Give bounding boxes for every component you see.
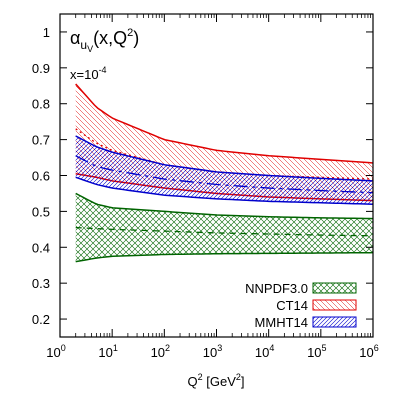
series-bands bbox=[75, 83, 373, 263]
title-args: (x,Q bbox=[93, 28, 127, 48]
xlabel-rest: [GeV bbox=[203, 374, 237, 389]
xlabel-base: Q bbox=[187, 374, 197, 389]
x-tick-label: 102 bbox=[151, 343, 170, 360]
legend-label-ct14: CT14 bbox=[276, 298, 308, 313]
y-tick-label: 0.3 bbox=[32, 276, 50, 291]
y-tick-label: 0.6 bbox=[32, 169, 50, 184]
y-tick-label: 0.5 bbox=[32, 204, 50, 219]
xlabel-sup2: 2 bbox=[236, 372, 241, 382]
upper-line-ct14 bbox=[75, 83, 373, 164]
x-tick-label: 100 bbox=[46, 343, 65, 360]
x-axis-label: Q2 [GeV2] bbox=[187, 372, 244, 389]
y-tick-label: 0.2 bbox=[32, 312, 50, 327]
y-tick-label: 1 bbox=[43, 25, 50, 40]
xlabel-close: ] bbox=[241, 374, 245, 389]
title-sub: u bbox=[80, 38, 87, 52]
annotation-base: x=10 bbox=[70, 67, 99, 82]
legend-label-mmht14: MMHT14 bbox=[255, 315, 308, 330]
xlabel-sup: 2 bbox=[198, 372, 203, 382]
central-line-mmht14 bbox=[75, 155, 373, 194]
x-tick-label: 101 bbox=[98, 343, 117, 360]
x-tick-label: 104 bbox=[255, 343, 274, 360]
annotation-exp: -4 bbox=[99, 65, 107, 75]
central-line-ct14 bbox=[75, 128, 373, 180]
legend-swatch-ct14 bbox=[312, 299, 357, 311]
x-annotation: x=10-4 bbox=[70, 65, 107, 82]
band-mmht14 bbox=[75, 136, 373, 205]
legend-swatch-mmht14 bbox=[312, 316, 357, 328]
upper-line-mmht14 bbox=[75, 135, 373, 182]
y-tick-label: 0.8 bbox=[32, 97, 50, 112]
title-sup: 2 bbox=[127, 27, 133, 39]
x-tick-label: 106 bbox=[359, 343, 378, 360]
y-axis: 0.2 0.3 0.4 0.5 0.6 0.7 0.8 0.9 1 bbox=[32, 25, 373, 327]
legend-label-nnpdf3-0: NNPDF3.0 bbox=[245, 281, 308, 296]
x-tick-label: 103 bbox=[203, 343, 222, 360]
lower-line-nnpdf3-0 bbox=[75, 251, 373, 263]
upper-line-nnpdf3-0 bbox=[75, 192, 373, 220]
chart-title: αuV(x,Q2) bbox=[70, 27, 139, 54]
y-tick-label: 0.9 bbox=[32, 61, 50, 76]
y-tick-label: 0.7 bbox=[32, 133, 50, 148]
title-subsub: V bbox=[87, 44, 93, 54]
lower-line-mmht14 bbox=[75, 176, 373, 205]
y-tick-label: 0.4 bbox=[32, 240, 50, 255]
x-axis: 100 101 102 103 104 105 106 bbox=[46, 14, 379, 360]
title-alpha: α bbox=[70, 28, 80, 48]
title-close: ) bbox=[133, 28, 139, 48]
legend: NNPDF3.0 CT14 MMHT14 bbox=[245, 281, 357, 330]
x-tick-label: 105 bbox=[307, 343, 326, 360]
central-line-nnpdf3-0 bbox=[75, 226, 373, 237]
legend-swatch-nnpdf3-0 bbox=[312, 282, 357, 294]
